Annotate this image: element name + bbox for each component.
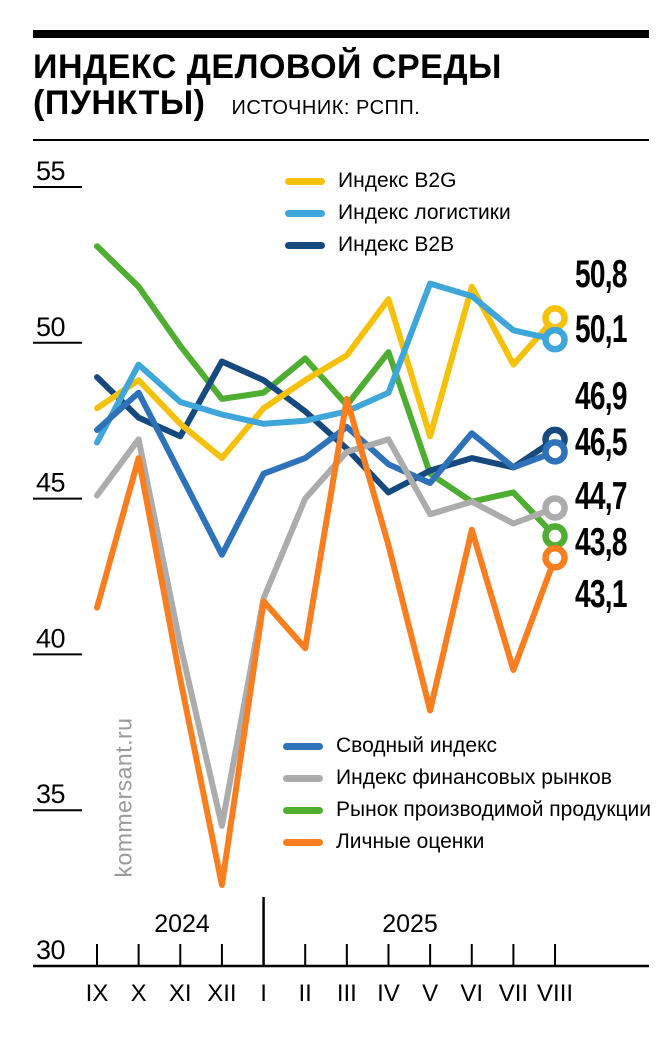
legend-swatch [283, 742, 323, 750]
legend-label: Индекс финансовых рынков [336, 766, 612, 789]
end-marker-logistics [542, 326, 568, 353]
legend-top: Индекс B2G Индекс логистики Индекс B2B [285, 165, 511, 261]
chart-title: ИНДЕКС ДЕЛОВОЙ СРЕДЫ [33, 48, 502, 86]
y-axis-label: 55 [36, 156, 65, 186]
y-axis-label: 40 [36, 623, 65, 653]
series-line-logistics [94, 280, 558, 446]
y-axis-label: 50 [36, 312, 65, 342]
series-line-personal [94, 395, 558, 888]
legend-item-production: Рынок производимой продукции [283, 794, 651, 826]
end-marker-production [542, 523, 568, 549]
legend-item-b2b: Индекс B2B [285, 229, 511, 261]
series-line-finance [94, 436, 558, 829]
legend-label: Индекс логистики [338, 201, 511, 224]
x-axis-label: II [299, 980, 312, 1007]
x-axis-label: IV [377, 980, 400, 1007]
legend-item-finance: Индекс финансовых рынков [283, 762, 651, 794]
legend-swatch [283, 774, 323, 782]
legend-item-personal: Личные оценки [283, 826, 651, 858]
legend-item-composite: Сводный индекс [283, 730, 651, 762]
legend-label: Рынок производимой продукции [336, 798, 651, 821]
end-marker-personal [542, 545, 568, 571]
end-marker-composite [542, 439, 568, 465]
legend-swatch [283, 838, 323, 846]
legend-label: Личные оценки [336, 830, 485, 853]
end-marker-finance [542, 495, 568, 521]
legend-swatch [285, 241, 325, 249]
year-label: 2025 [382, 910, 438, 938]
chart-subtitle-row: (ПУНКТЫ) ИСТОЧНИК: РСПП. [33, 84, 420, 123]
x-axis-label: VIII [537, 980, 573, 1007]
legend-label: Сводный индекс [336, 734, 497, 757]
y-axis-label: 45 [36, 468, 65, 498]
series-line-b2b [94, 358, 558, 496]
end-value-logistics: 50,1 [575, 308, 627, 351]
y-axis-label: 30 [36, 935, 65, 965]
end-value-personal: 43,1 [575, 573, 627, 616]
x-axis-label: I [260, 980, 267, 1007]
x-axis-label: VI [460, 980, 483, 1007]
legend-label: Индекс B2G [338, 169, 457, 192]
legend-item-b2g: Индекс B2G [285, 165, 511, 197]
legend-swatch [285, 209, 325, 217]
x-axis-label: VII [499, 980, 528, 1007]
legend-label: Индекс B2B [338, 233, 455, 256]
header-hairline [33, 139, 649, 141]
year-label: 2024 [154, 910, 210, 938]
end-value-b2g: 50,8 [575, 253, 627, 296]
x-axis-label: XI [169, 980, 192, 1007]
end-value-production: 43,8 [575, 521, 627, 564]
x-axis-label: IX [86, 980, 109, 1007]
x-axis-label: III [337, 980, 357, 1007]
x-axis-label: V [422, 980, 438, 1007]
end-marker-b2g [542, 305, 568, 331]
end-value-composite: 46,5 [575, 421, 627, 464]
series-line-production [94, 243, 558, 539]
legend-swatch [285, 177, 325, 185]
legend-bottom: Сводный индекс Индекс финансовых рынков Ры… [283, 730, 651, 858]
x-axis-label: X [131, 980, 147, 1007]
header-top-rule [33, 30, 649, 38]
legend-item-logistics: Индекс логистики [285, 197, 511, 229]
legend-swatch [283, 806, 323, 814]
chart-subtitle: (ПУНКТЫ) [33, 84, 206, 122]
series-line-composite [94, 389, 558, 558]
end-value-finance: 44,7 [575, 475, 627, 518]
x-axis-label: XII [207, 980, 236, 1007]
source-label: ИСТОЧНИК: РСПП. [231, 97, 421, 119]
y-axis-label: 35 [36, 779, 65, 809]
end-value-b2b: 46,9 [575, 375, 627, 418]
